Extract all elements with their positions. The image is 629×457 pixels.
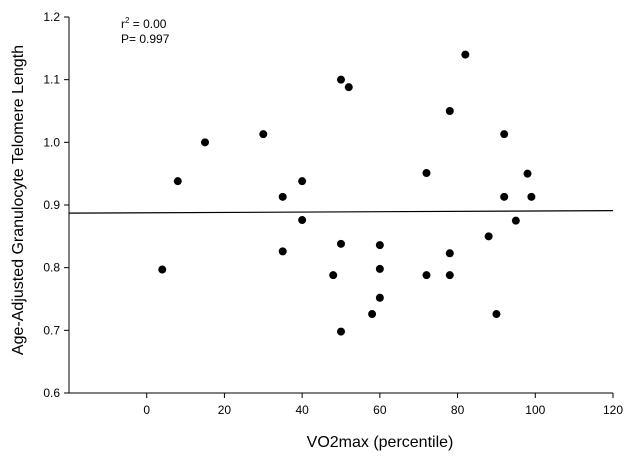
- r-squared-prefix: r: [121, 17, 125, 31]
- r-squared-value: = 0.00: [129, 17, 166, 31]
- x-tick-label: 20: [218, 403, 232, 417]
- data-point: [445, 249, 454, 258]
- x-axis-title: VO2max (percentile): [307, 434, 454, 451]
- regression-line: [68, 210, 614, 214]
- data-point: [329, 271, 338, 280]
- y-tick-label: 1.2: [43, 10, 60, 24]
- y-tick-label: 1.0: [43, 135, 60, 149]
- data-point: [461, 50, 470, 59]
- data-point: [344, 83, 353, 92]
- r-squared-annotation: r2 = 0.00: [121, 16, 167, 31]
- y-tick-label: 0.8: [43, 261, 60, 275]
- r-squared-superscript: 2: [125, 16, 130, 25]
- x-tick-label: 100: [525, 403, 545, 417]
- data-point: [201, 138, 209, 147]
- data-point: [500, 130, 509, 139]
- data-point: [278, 247, 287, 256]
- data-point: [523, 169, 532, 178]
- x-tick-label: 80: [451, 403, 465, 417]
- data-point: [375, 241, 384, 250]
- data-point: [445, 107, 454, 115]
- y-tick-label: 0.9: [43, 198, 60, 212]
- x-tick-label: 0: [143, 403, 150, 417]
- x-tick-label: 60: [373, 403, 387, 417]
- data-point: [422, 271, 431, 280]
- data-point: [337, 327, 345, 336]
- data-point: [259, 130, 268, 139]
- y-tick-label: 0.6: [43, 386, 60, 400]
- data-point: [445, 271, 454, 280]
- data-point: [158, 265, 167, 274]
- data-point: [500, 192, 509, 201]
- data-point: [492, 310, 501, 319]
- data-point: [511, 216, 520, 225]
- data-point: [173, 177, 182, 186]
- x-tick-label: 40: [295, 403, 309, 417]
- data-point: [278, 192, 287, 201]
- x-tick-label: 120: [603, 403, 623, 417]
- p-value-annotation: P= 0.997: [121, 32, 170, 46]
- data-point: [422, 169, 431, 178]
- y-tick-label: 0.7: [43, 323, 60, 337]
- data-point: [375, 293, 384, 302]
- data-point: [298, 216, 307, 225]
- y-tick-label: 1.1: [43, 73, 60, 87]
- data-point: [375, 264, 384, 273]
- data-point: [368, 310, 377, 319]
- plot-area: 0 20 40 60 80 100 120 0.6 0.7 0.8 0.9 1.0 1.1 1.2: [43, 10, 623, 417]
- data-point: [298, 177, 307, 186]
- data-point: [337, 239, 345, 248]
- y-axis-title: Age-Adjusted Granulocyte Telomere Length: [10, 45, 27, 355]
- data-point: [484, 232, 493, 241]
- data-point: [527, 192, 536, 201]
- data-point: [337, 75, 345, 84]
